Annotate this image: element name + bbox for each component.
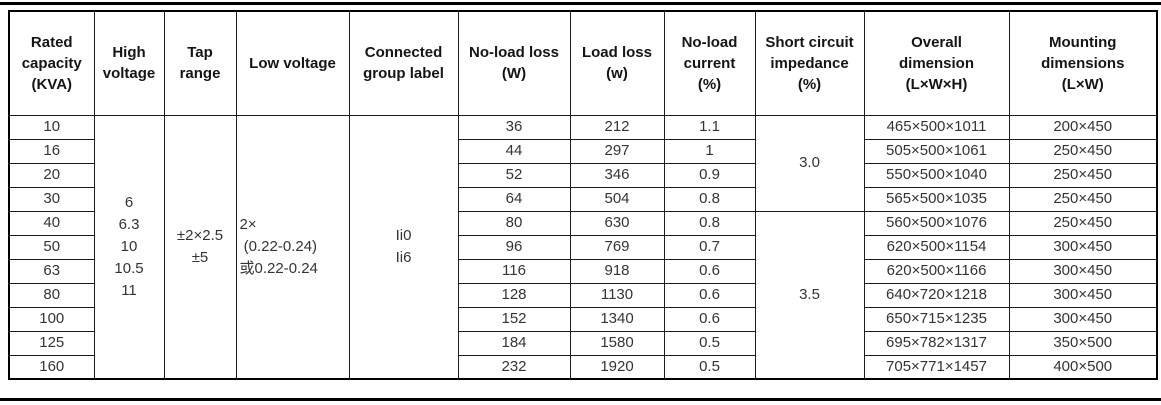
cell-connected-group: Ii0 Ii6 xyxy=(348,114,459,380)
col-header-mounting-dimensions: Mounting dimensions (L×W) xyxy=(1008,10,1158,116)
table-row: 80 128 1130 0.6 640×720×1218 300×450 xyxy=(8,282,1158,308)
cell-no-load-current: 0.5 xyxy=(663,354,756,380)
cell-load-loss: 918 xyxy=(569,258,665,284)
table-row: 10 6 6.3 10 10.5 11 ±2×2.5 ±5 2× (0.22-0… xyxy=(8,114,1158,380)
top-rule xyxy=(0,2,1161,5)
cell-mounting-dimensions: 250×450 xyxy=(1008,186,1158,212)
table-row: 125 184 1580 0.5 695×782×1317 350×500 xyxy=(8,330,1158,356)
cell-no-load-loss: 152 xyxy=(457,306,571,332)
cell-mounting-dimensions: 300×450 xyxy=(1008,258,1158,284)
cell-low-voltage: 2× (0.22-0.24) 或0.22-0.24 xyxy=(235,114,350,380)
col-header-tap-range: Tap range xyxy=(163,10,237,116)
col-header-low-voltage: Low voltage xyxy=(235,10,350,116)
cell-no-load-current: 0.7 xyxy=(663,234,756,260)
cell-overall-dimension: 465×500×1011 xyxy=(863,114,1010,140)
cell-rated-capacity: 50 xyxy=(8,234,95,260)
cell-impedance: 3.0 xyxy=(754,114,865,212)
cell-no-load-loss: 52 xyxy=(457,162,571,188)
cell-rated-capacity: 80 xyxy=(8,282,95,308)
col-header-load-loss: Load loss (w) xyxy=(569,10,665,116)
bottom-rule xyxy=(0,398,1161,401)
col-header-short-circuit-impedance: Short circuit impedance (%) xyxy=(754,10,865,116)
cell-rated-capacity: 63 xyxy=(8,258,95,284)
cell-load-loss: 212 xyxy=(569,114,665,140)
cell-high-voltage: 6 6.3 10 10.5 11 xyxy=(93,114,165,380)
cell-impedance: 3.5 xyxy=(754,210,865,380)
cell-mounting-dimensions: 300×450 xyxy=(1008,282,1158,308)
cell-load-loss: 630 xyxy=(569,210,665,236)
cell-overall-dimension: 550×500×1040 xyxy=(863,162,1010,188)
cell-overall-dimension: 705×771×1457 xyxy=(863,354,1010,380)
header-row: Rated capacity (KVA) High voltage Tap ra… xyxy=(8,10,1158,116)
cell-overall-dimension: 695×782×1317 xyxy=(863,330,1010,356)
cell-load-loss: 769 xyxy=(569,234,665,260)
cell-no-load-current: 0.8 xyxy=(663,186,756,212)
col-header-rated-capacity: Rated capacity (KVA) xyxy=(8,10,95,116)
cell-no-load-loss: 232 xyxy=(457,354,571,380)
cell-no-load-loss: 128 xyxy=(457,282,571,308)
cell-no-load-current: 0.9 xyxy=(663,162,756,188)
transformer-spec-table: Rated capacity (KVA) High voltage Tap ra… xyxy=(8,10,1158,380)
cell-mounting-dimensions: 300×450 xyxy=(1008,234,1158,260)
cell-no-load-current: 0.6 xyxy=(663,306,756,332)
cell-no-load-loss: 36 xyxy=(457,114,571,140)
cell-rated-capacity: 125 xyxy=(8,330,95,356)
cell-no-load-loss: 64 xyxy=(457,186,571,212)
table-row: 16 44 297 1 505×500×1061 250×450 xyxy=(8,138,1158,164)
cell-no-load-current: 0.6 xyxy=(663,258,756,284)
cell-no-load-current: 0.5 xyxy=(663,330,756,356)
cell-no-load-loss: 116 xyxy=(457,258,571,284)
cell-rated-capacity: 10 xyxy=(8,114,95,140)
col-header-no-load-loss: No-load loss (W) xyxy=(457,10,571,116)
cell-mounting-dimensions: 200×450 xyxy=(1008,114,1158,140)
cell-rated-capacity: 100 xyxy=(8,306,95,332)
cell-rated-capacity: 30 xyxy=(8,186,95,212)
col-header-high-voltage: High voltage xyxy=(93,10,165,116)
col-header-connected-group: Connected group label xyxy=(348,10,459,116)
cell-rated-capacity: 16 xyxy=(8,138,95,164)
cell-load-loss: 1340 xyxy=(569,306,665,332)
cell-overall-dimension: 565×500×1035 xyxy=(863,186,1010,212)
cell-overall-dimension: 620×500×1154 xyxy=(863,234,1010,260)
cell-no-load-loss: 44 xyxy=(457,138,571,164)
cell-mounting-dimensions: 300×450 xyxy=(1008,306,1158,332)
cell-mounting-dimensions: 250×450 xyxy=(1008,210,1158,236)
cell-overall-dimension: 505×500×1061 xyxy=(863,138,1010,164)
col-header-no-load-current: No-load current (%) xyxy=(663,10,756,116)
cell-load-loss: 1130 xyxy=(569,282,665,308)
col-header-overall-dimension: Overall dimension (L×W×H) xyxy=(863,10,1010,116)
cell-load-loss: 297 xyxy=(569,138,665,164)
cell-overall-dimension: 560×500×1076 xyxy=(863,210,1010,236)
cell-mounting-dimensions: 250×450 xyxy=(1008,138,1158,164)
cell-overall-dimension: 640×720×1218 xyxy=(863,282,1010,308)
cell-tap-range: ±2×2.5 ±5 xyxy=(163,114,237,380)
cell-overall-dimension: 650×715×1235 xyxy=(863,306,1010,332)
cell-no-load-current: 0.6 xyxy=(663,282,756,308)
cell-rated-capacity: 160 xyxy=(8,354,95,380)
cell-overall-dimension: 620×500×1166 xyxy=(863,258,1010,284)
cell-load-loss: 1580 xyxy=(569,330,665,356)
cell-no-load-current: 1 xyxy=(663,138,756,164)
cell-no-load-current: 1.1 xyxy=(663,114,756,140)
cell-no-load-loss: 184 xyxy=(457,330,571,356)
cell-load-loss: 346 xyxy=(569,162,665,188)
table-row: 20 52 346 0.9 550×500×1040 250×450 xyxy=(8,162,1158,188)
cell-no-load-loss: 80 xyxy=(457,210,571,236)
cell-no-load-loss: 96 xyxy=(457,234,571,260)
table-row: 160 232 1920 0.5 705×771×1457 400×500 xyxy=(8,354,1158,380)
cell-no-load-current: 0.8 xyxy=(663,210,756,236)
cell-rated-capacity: 20 xyxy=(8,162,95,188)
cell-mounting-dimensions: 250×450 xyxy=(1008,162,1158,188)
cell-mounting-dimensions: 400×500 xyxy=(1008,354,1158,380)
cell-mounting-dimensions: 350×500 xyxy=(1008,330,1158,356)
cell-load-loss: 1920 xyxy=(569,354,665,380)
cell-load-loss: 504 xyxy=(569,186,665,212)
cell-rated-capacity: 40 xyxy=(8,210,95,236)
